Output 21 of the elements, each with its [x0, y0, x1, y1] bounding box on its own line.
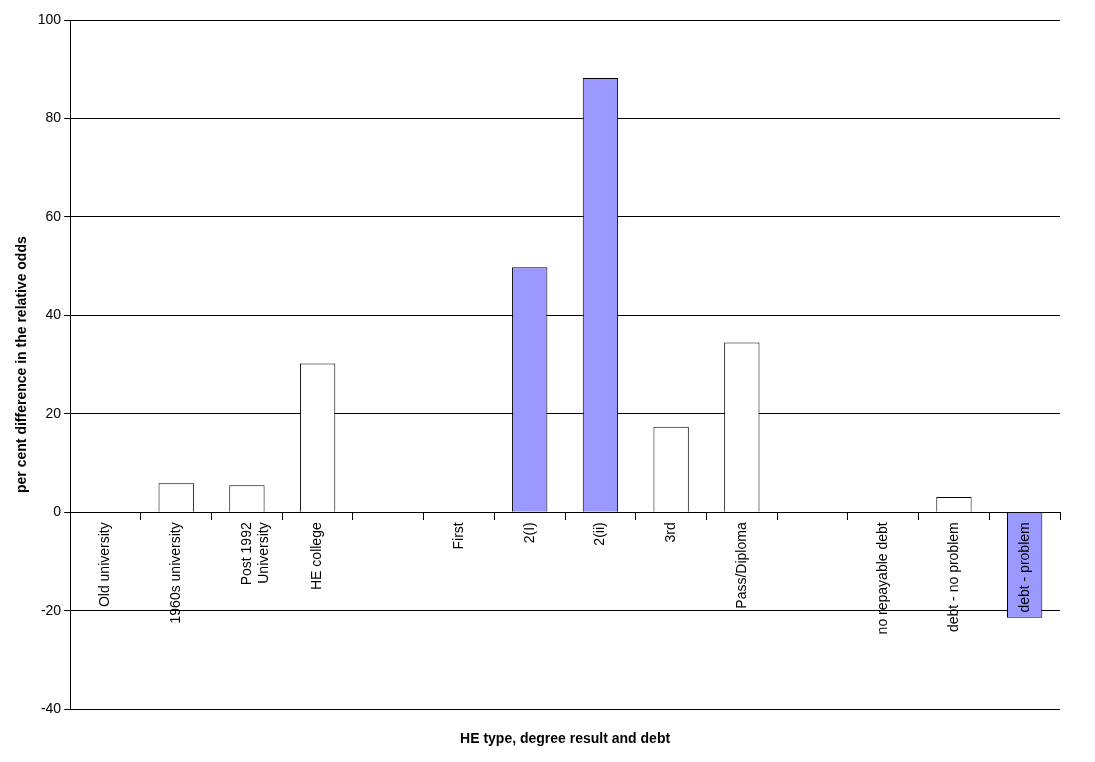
x-tick-label: 2(ii): [591, 522, 608, 546]
x-tick-label: Post 1992 University: [237, 522, 271, 586]
x-axis-title: HE type, degree result and debt: [460, 730, 671, 747]
y-tick-label: -40: [40, 700, 62, 717]
y-tick-label: 20: [45, 404, 62, 421]
y-tick-label: 60: [45, 207, 62, 224]
x-tick-label: no repayable debt: [874, 522, 891, 635]
x-tick-label: 2(I): [520, 522, 537, 544]
x-tick-label: 3rd: [661, 522, 678, 543]
y-tick-label: -20: [40, 601, 62, 618]
y-tick-label: 40: [45, 306, 62, 323]
y-tick-label: 0: [53, 503, 62, 520]
x-tick-label: First: [449, 522, 466, 550]
x-tick-label: Pass/Diploma: [732, 522, 749, 609]
y-tick-label: 100: [37, 10, 62, 27]
y-axis-title: per cent difference in the relative odds: [13, 236, 30, 493]
x-tick-label: Old university: [96, 522, 113, 608]
x-tick-label: 1960s university: [167, 522, 184, 624]
x-tick-label: HE college: [308, 522, 325, 590]
y-tick-label: 80: [45, 109, 62, 126]
x-tick-label: debt - problem: [1015, 522, 1032, 613]
